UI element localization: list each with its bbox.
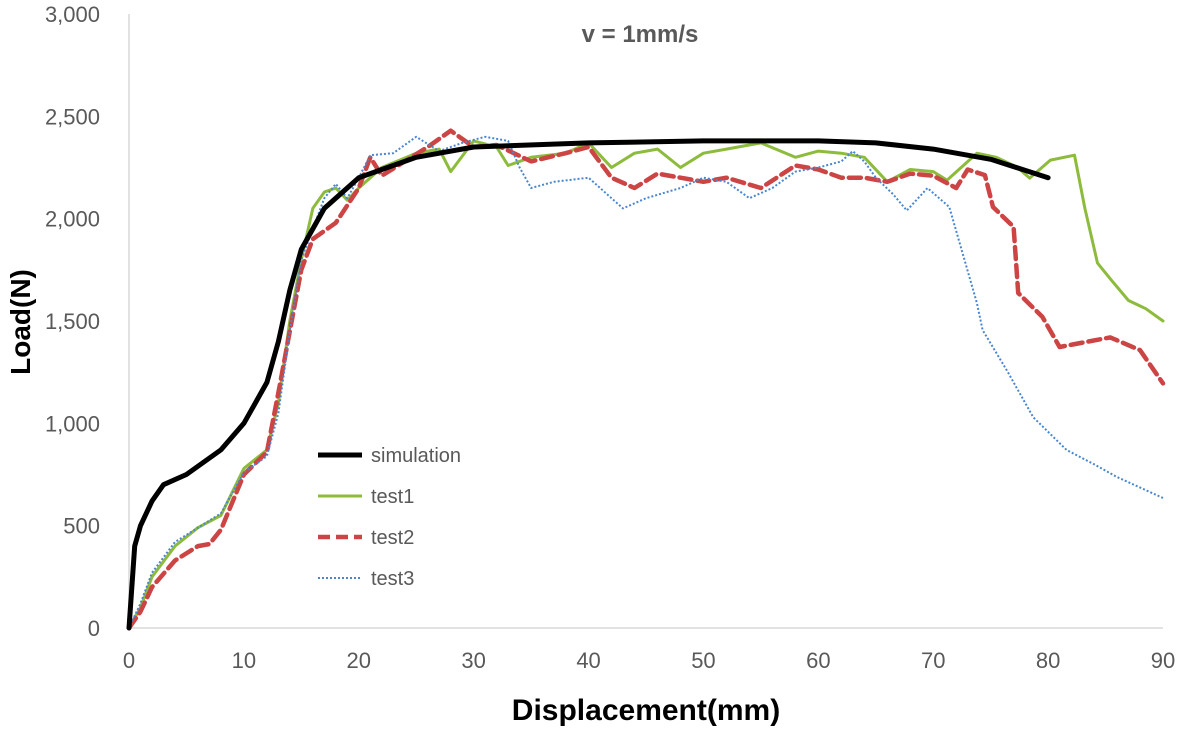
y-axis-title: Load(N) <box>5 269 36 375</box>
x-tick-label: 20 <box>347 648 371 673</box>
legend-label: test2 <box>371 527 414 549</box>
y-tick-label: 2,500 <box>45 104 100 129</box>
y-tick-label: 1,500 <box>45 309 100 334</box>
series-line-simulation <box>126 138 1051 631</box>
series-line-test3 <box>128 135 1164 629</box>
x-tick-label: 40 <box>576 648 600 673</box>
x-tick-label: 80 <box>1036 648 1060 673</box>
x-tick-label: 10 <box>232 648 256 673</box>
legend-label: test3 <box>371 568 414 590</box>
y-tick-label: 2,000 <box>45 207 100 232</box>
x-tick-label: 50 <box>691 648 715 673</box>
series-line-test2 <box>126 128 1166 631</box>
x-tick-label: 0 <box>123 648 135 673</box>
x-tick-label: 30 <box>461 648 485 673</box>
chart-title: v = 1mm/s <box>582 21 699 48</box>
y-tick-label: 0 <box>88 616 100 641</box>
x-tick-label: 60 <box>806 648 830 673</box>
x-tick-label: 70 <box>921 648 945 673</box>
y-tick-label: 1,000 <box>45 411 100 436</box>
x-axis-title: Displacement(mm) <box>512 694 780 727</box>
y-tick-label: 3,000 <box>45 2 100 27</box>
y-tick-label: 500 <box>63 514 100 539</box>
legend: simulation test1 test2 test3 <box>318 445 461 590</box>
x-tick-label: 90 <box>1151 648 1175 673</box>
legend-label: simulation <box>371 445 461 467</box>
series-line-test1 <box>127 139 1165 630</box>
legend-label: test1 <box>371 486 414 508</box>
